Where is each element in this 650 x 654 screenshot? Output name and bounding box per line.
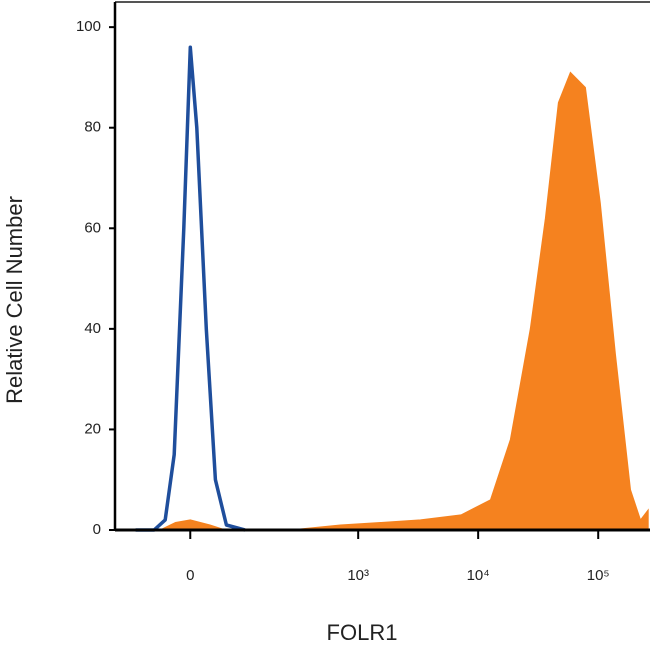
x-tick-label: 10⁵ [587,567,610,584]
y-tick-label: 60 [84,219,101,236]
y-tick-label: 20 [84,420,101,437]
x-tick-label: 0 [186,567,194,584]
y-axis-title: Relative Cell Number [2,196,27,404]
y-tick-label: 80 [84,119,101,136]
x-axis-title: FOLR1 [327,620,398,645]
x-tick-label: 10³ [347,567,369,584]
y-tick-label: 0 [93,521,101,538]
histogram-area [159,71,649,531]
y-tick-label: 100 [76,18,101,35]
histogram-line [135,45,246,532]
y-tick-label: 40 [84,320,101,337]
x-tick-label: 10⁴ [467,567,490,584]
